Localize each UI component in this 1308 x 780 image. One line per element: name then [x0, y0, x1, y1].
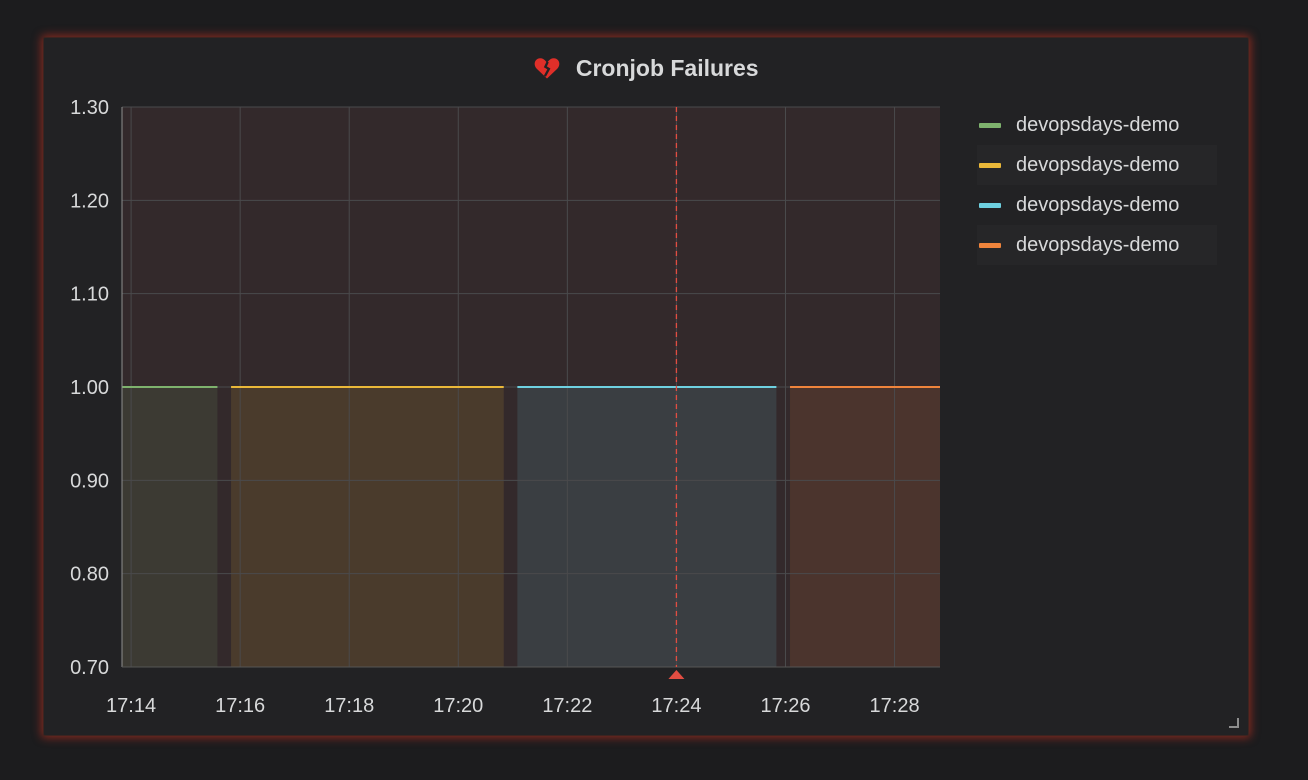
chart-canvas[interactable]: 0.70 0.80 0.90 1.00 1.10 1.20 1.30 17:14 17:16 17… [44, 38, 1248, 735]
x-tick-label: 17:24 [651, 695, 701, 717]
y-tick-label: 1.20 [70, 190, 109, 212]
series-area [790, 387, 940, 667]
y-tick-label: 1.10 [70, 284, 109, 306]
legend-label: devopsdays-demo [1016, 193, 1180, 216]
x-tick-label: 17:26 [760, 695, 810, 717]
y-tick-label: 1.30 [70, 97, 109, 119]
panel-header[interactable]: Cronjob Failures [44, 52, 1248, 88]
resize-handle[interactable] [1229, 718, 1239, 728]
y-tick-label: 0.90 [70, 470, 109, 492]
legend: devopsdays-demo devopsdays-demo devopsda… [977, 105, 1217, 265]
x-tick-label: 17:16 [215, 695, 265, 717]
series-area [517, 387, 777, 667]
crosshair-marker [668, 670, 685, 679]
series-area [231, 387, 504, 667]
x-tick-label: 17:14 [106, 695, 156, 717]
x-tick-label: 17:22 [542, 695, 592, 717]
x-tick-label: 17:28 [870, 695, 920, 717]
legend-label: devopsdays-demo [1016, 233, 1180, 256]
panel-title: Cronjob Failures [575, 55, 759, 81]
legend-label: devopsdays-demo [1016, 153, 1180, 176]
legend-label: devopsdays-demo [1016, 113, 1180, 136]
series-area [122, 387, 218, 667]
y-tick-label: 0.80 [70, 564, 109, 586]
x-tick-label: 17:18 [324, 695, 374, 717]
legend-swatch [979, 122, 1001, 128]
x-tick-label: 17:20 [433, 695, 483, 717]
heart-broken-icon [533, 54, 561, 82]
legend-item[interactable]: devopsdays-demo [977, 185, 1217, 225]
legend-item[interactable]: devopsdays-demo [977, 145, 1217, 185]
y-tick-label: 1.00 [70, 377, 109, 399]
legend-swatch [979, 162, 1001, 168]
legend-item[interactable]: devopsdays-demo [977, 105, 1217, 145]
legend-item[interactable]: devopsdays-demo [977, 225, 1217, 265]
legend-swatch [979, 202, 1001, 208]
y-tick-label: 0.70 [70, 657, 109, 679]
graph-panel: Cronjob Failures 0.70 0.80 0.90 1.00 1.10 1.2… [43, 37, 1249, 736]
legend-swatch [979, 242, 1001, 248]
